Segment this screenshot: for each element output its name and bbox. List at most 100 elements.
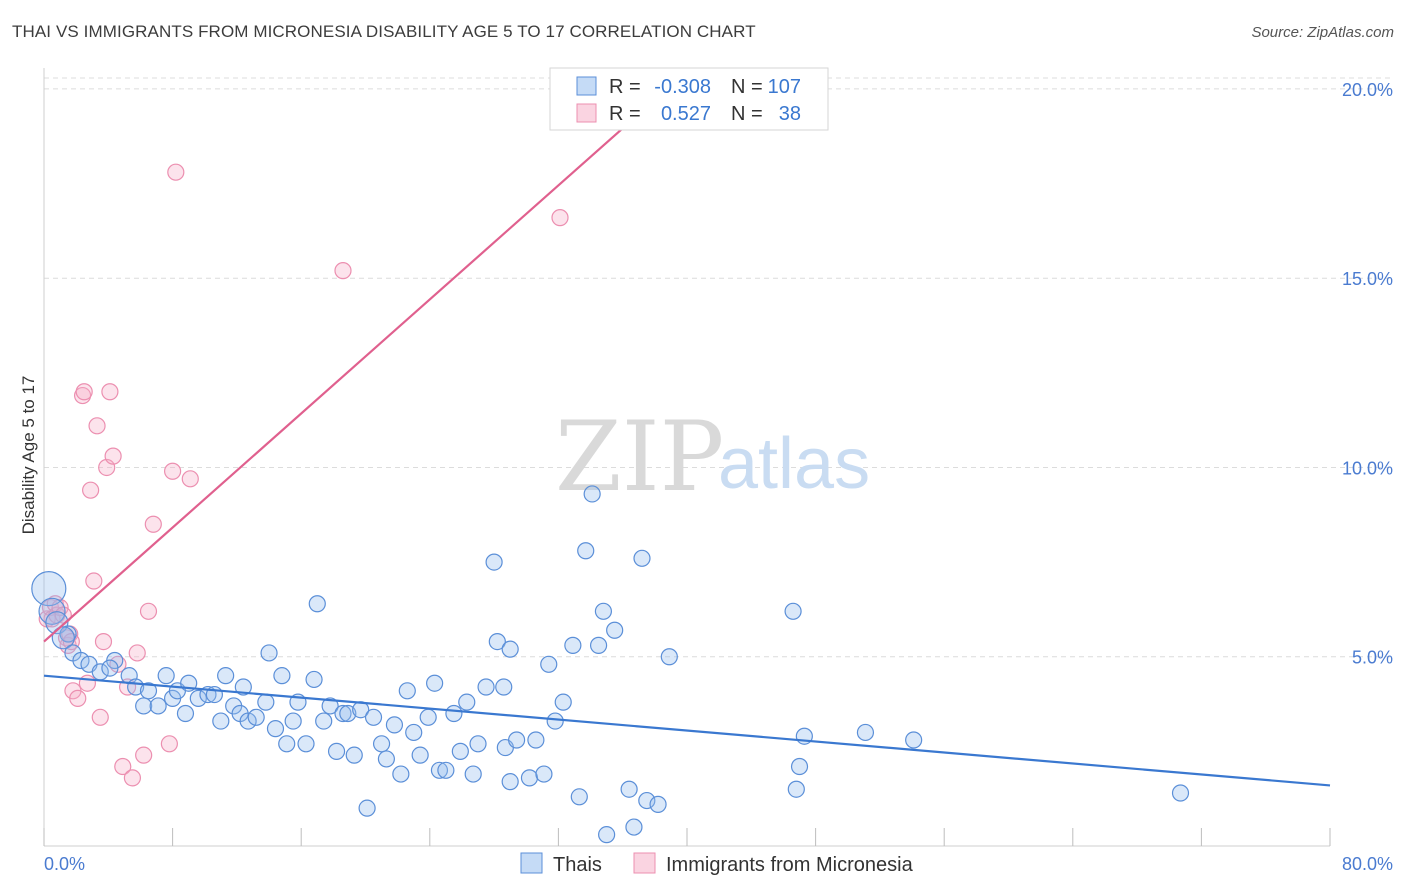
micro-n-value: 38 — [779, 103, 801, 125]
micronesia-point — [160, 735, 178, 753]
thai-point — [495, 678, 513, 696]
thai-point — [139, 682, 158, 700]
thai-point — [488, 632, 506, 651]
thai-point — [31, 570, 67, 607]
micronesia-point — [78, 674, 97, 692]
micronesia-point — [139, 602, 158, 620]
thai-point — [411, 746, 429, 764]
thai-point — [419, 708, 437, 726]
watermark: ZIP atlas — [555, 401, 870, 513]
watermark-zip: ZIP — [555, 401, 724, 513]
thai-point — [535, 765, 553, 783]
thai-point — [101, 659, 119, 677]
thai-point — [339, 704, 357, 723]
micronesia-point — [135, 746, 153, 764]
thai-n-label: N = — [731, 76, 763, 98]
y-tick-label: 15.0% — [1342, 269, 1393, 289]
thai-point — [546, 712, 564, 730]
thai-point — [392, 765, 410, 783]
micronesia-point — [88, 417, 106, 435]
axis-layer: 5.0% 10.0% 15.0% 20.0% 0.0% 80.0% — [43, 68, 1393, 874]
thai-point — [570, 788, 588, 806]
thai-point — [426, 674, 444, 692]
thai-point — [321, 697, 339, 715]
thai-point — [345, 746, 363, 764]
regression-lines — [43, 91, 1331, 787]
thai-point — [583, 485, 601, 503]
y-tick-label: 10.0% — [1342, 458, 1393, 478]
legend-thais-label: Thais — [553, 854, 602, 876]
thai-point — [234, 678, 252, 696]
stats-legend: R = -0.308 N = 107 R = 0.527 N = 38 — [549, 67, 829, 131]
thai-point — [377, 750, 395, 768]
thai-point — [649, 795, 667, 813]
micronesia-point — [114, 757, 132, 776]
thai-point — [606, 621, 624, 639]
thai-point — [372, 735, 391, 753]
thai-point — [905, 731, 923, 749]
x-tick-label-max: 80.0% — [1342, 854, 1393, 874]
source-label: Source: ZipAtlas.com — [1251, 24, 1394, 41]
thai-point — [157, 667, 175, 685]
thai-point — [278, 735, 296, 753]
micronesia-point — [69, 689, 87, 707]
y-tick-label: 5.0% — [1352, 648, 1393, 668]
thai-point — [305, 670, 323, 689]
thai-point — [458, 693, 476, 711]
micronesia-point — [164, 462, 182, 480]
thai-swatch — [576, 76, 597, 96]
micronesia-regression-line — [43, 91, 664, 643]
micronesia-point — [144, 515, 162, 533]
micronesia-point — [75, 383, 93, 401]
thai-point — [257, 693, 275, 711]
thai-point — [72, 651, 90, 670]
thai-r-label: R = — [609, 76, 641, 98]
micronesia-point — [91, 708, 109, 726]
points-layer — [31, 163, 1190, 844]
legend-micronesia-swatch — [633, 852, 656, 874]
micro-r-value: 0.527 — [661, 103, 711, 125]
thai-point — [385, 716, 404, 734]
thai-point — [469, 735, 487, 753]
thai-point — [577, 542, 595, 560]
micronesia-point — [123, 769, 142, 787]
thai-point — [297, 735, 315, 753]
micronesia-point — [82, 481, 100, 499]
thai-point — [477, 678, 495, 696]
thai-point — [247, 708, 265, 726]
thai-point — [239, 712, 257, 730]
thai-point — [787, 780, 805, 798]
micronesia-point — [128, 644, 146, 662]
thai-point — [638, 791, 656, 810]
thai-point — [660, 648, 678, 666]
thai-point — [59, 625, 77, 643]
thai-point — [1171, 784, 1190, 802]
thai-point — [464, 765, 482, 783]
thai-point — [485, 553, 503, 571]
thai-point — [598, 826, 616, 844]
thai-point — [633, 549, 651, 567]
chart-title: THAI VS IMMIGRANTS FROM MICRONESIA DISAB… — [12, 22, 756, 41]
thai-point — [445, 704, 463, 723]
micronesia-point — [94, 632, 113, 651]
micronesia-point — [85, 572, 103, 590]
thai-point — [405, 723, 423, 742]
x-tick-label-min: 0.0% — [44, 854, 85, 874]
thai-point — [327, 742, 346, 760]
thai-point — [625, 818, 643, 836]
thai-point — [501, 773, 519, 791]
micronesia-point — [101, 383, 119, 401]
grid-layer — [44, 77, 1394, 658]
thai-point — [451, 742, 469, 760]
thai-point — [135, 697, 153, 715]
thai-point — [564, 636, 582, 654]
thai-point — [308, 595, 326, 613]
micro-r-label: R = — [609, 103, 641, 125]
thai-point — [334, 704, 352, 723]
micronesia-point — [104, 447, 122, 465]
thai-point — [430, 761, 449, 779]
thai-point — [520, 769, 539, 787]
micronesia-point — [167, 163, 185, 181]
thai-point — [398, 682, 416, 700]
